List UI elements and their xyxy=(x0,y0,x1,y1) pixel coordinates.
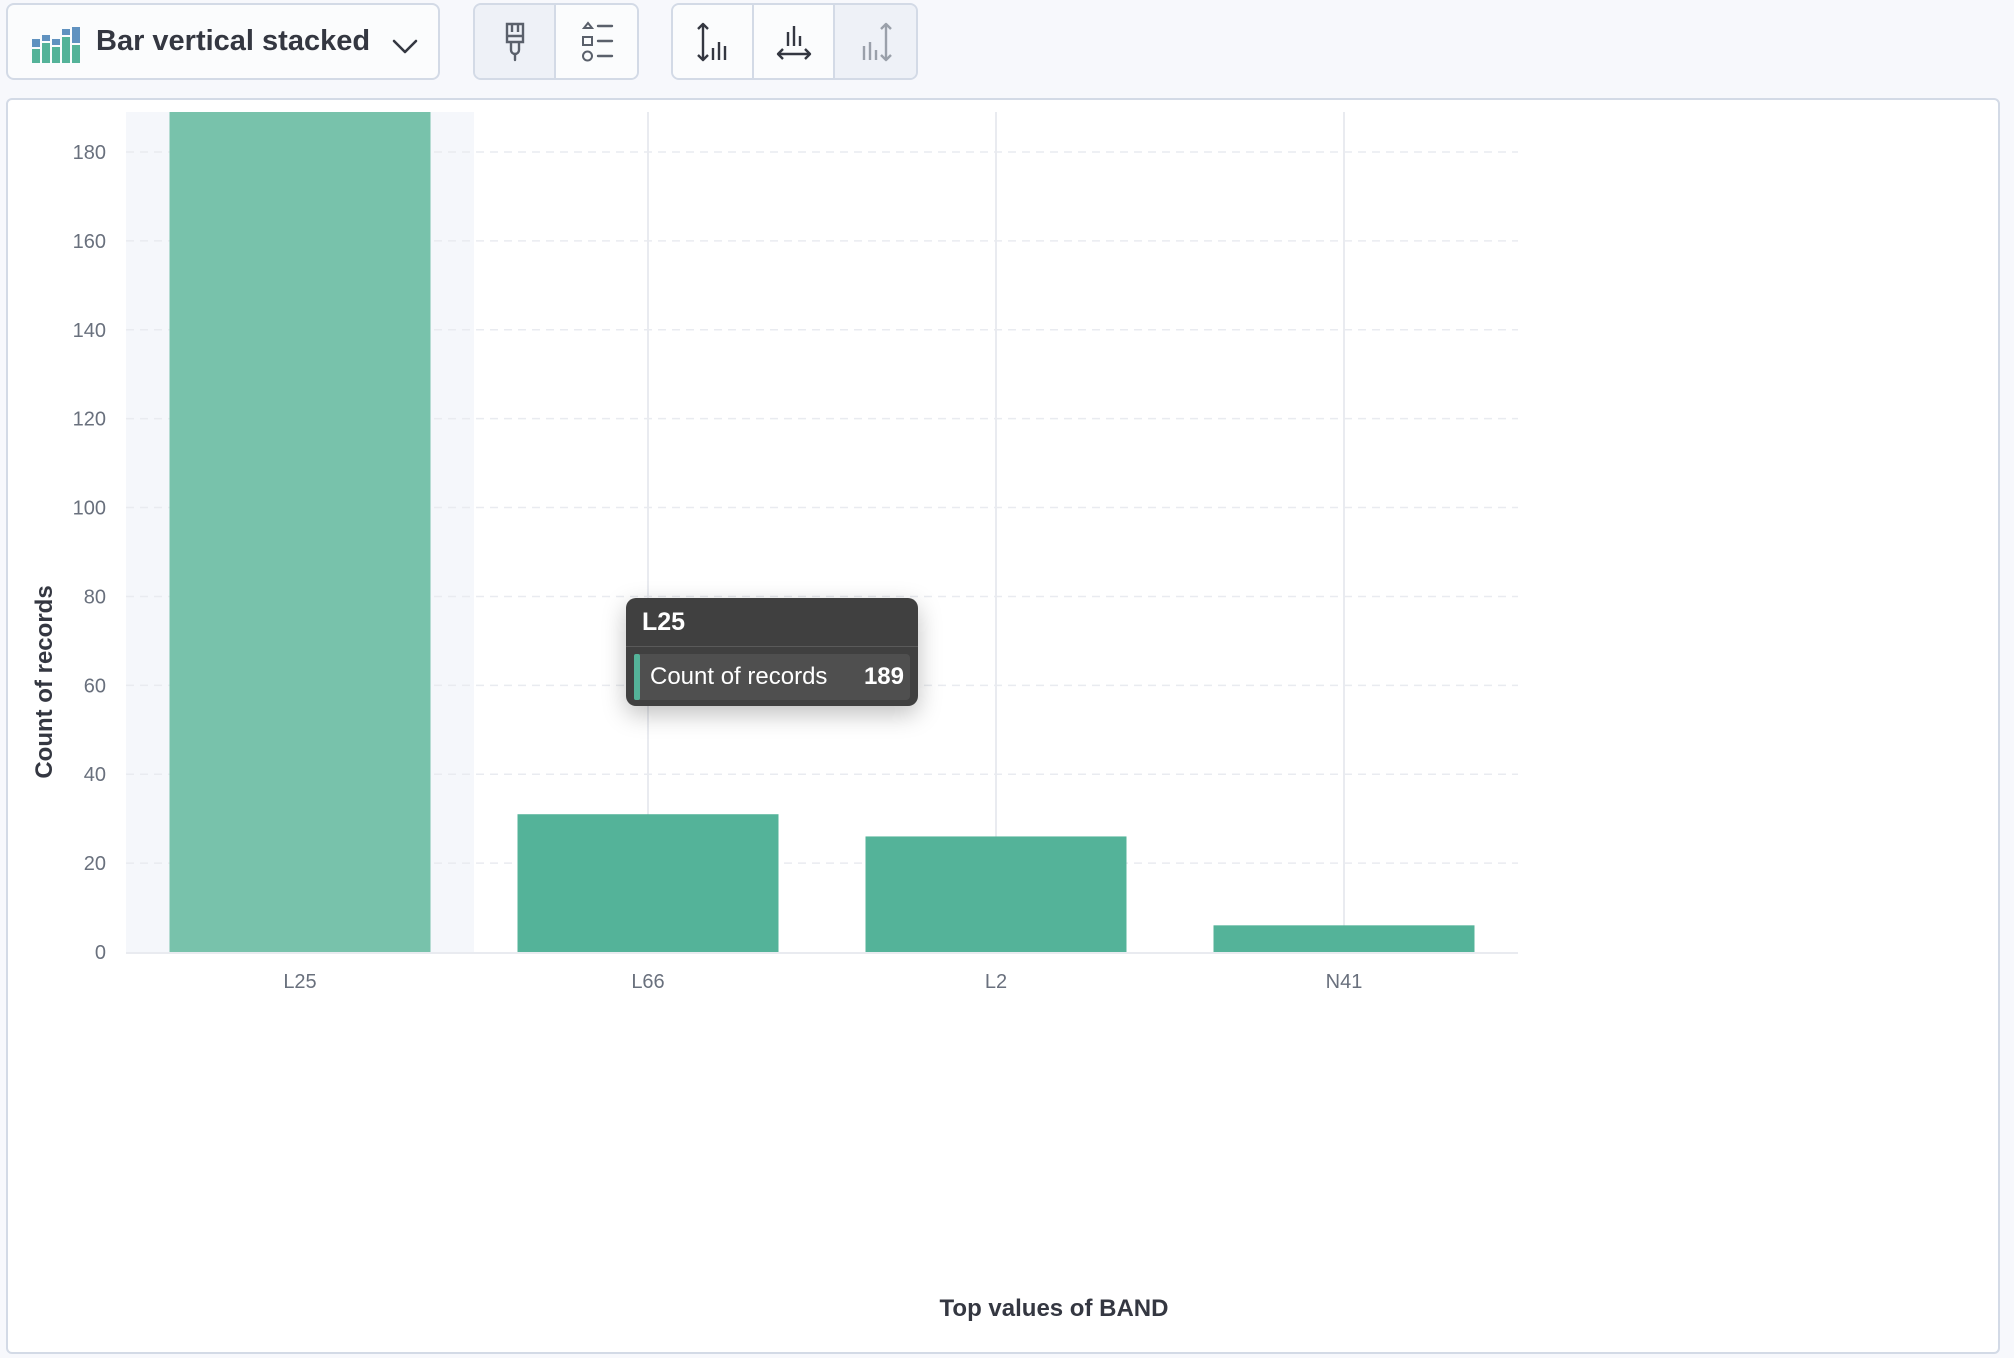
y-tick-label: 20 xyxy=(84,853,106,875)
x-tick-label: N41 xyxy=(1326,971,1363,993)
tooltip-divider xyxy=(626,646,918,647)
left-axis-button[interactable] xyxy=(673,5,754,78)
chevron-down-icon xyxy=(392,39,418,54)
left-axis-icon xyxy=(696,22,726,61)
y-tick-label: 60 xyxy=(84,675,106,697)
legend-list-icon xyxy=(581,20,613,61)
y-tick-label: 180 xyxy=(73,142,106,164)
chart-type-switcher[interactable]: Bar vertical stacked xyxy=(6,3,440,80)
y-axis-title: Count of records xyxy=(31,585,58,778)
bar-l25[interactable] xyxy=(169,112,431,952)
axis-button-group xyxy=(671,3,918,80)
tooltip-value: 189 xyxy=(863,663,904,690)
bottom-axis-button[interactable] xyxy=(754,5,835,78)
paintbrush-icon xyxy=(505,22,524,61)
y-tick-label: 120 xyxy=(73,409,106,431)
tooltip-series-swatch xyxy=(634,654,640,700)
y-tick-label: 100 xyxy=(73,498,106,520)
visual-options-button[interactable] xyxy=(475,5,556,78)
y-tick-label: 160 xyxy=(73,231,106,253)
tooltip-series-label: Count of records xyxy=(650,663,828,690)
appearance-button-group xyxy=(473,3,639,80)
right-axis-icon xyxy=(862,22,892,61)
bar-l66[interactable] xyxy=(517,814,779,952)
right-axis-button[interactable] xyxy=(835,5,916,78)
chart-type-label: Bar vertical stacked xyxy=(96,25,371,57)
chart-panel: 0 20 40 60 80 100 120 140 160 180 L25 L66 L2 N41 Coun… xyxy=(6,98,2000,1354)
y-tick-label: 140 xyxy=(73,320,106,342)
x-tick-label: L2 xyxy=(985,971,1007,993)
bar-n41[interactable] xyxy=(1213,925,1475,952)
x-tick-label: L25 xyxy=(283,971,316,993)
chart-toolbar: Bar vertical stacked xyxy=(0,0,2014,98)
tooltip-header: L25 xyxy=(642,608,686,636)
x-axis-title: Top values of BAND xyxy=(940,1295,1169,1322)
y-tick-label: 80 xyxy=(84,586,106,608)
chart-tooltip: L25 Count of records 189 xyxy=(626,598,918,706)
legend-button[interactable] xyxy=(556,5,637,78)
bar-chart-icon xyxy=(32,27,80,63)
bar-chart[interactable]: 0 20 40 60 80 100 120 140 160 180 L25 L66 L2 N41 Coun… xyxy=(8,100,1998,1352)
tooltip-row: Count of records 189 xyxy=(634,654,910,700)
x-tick-label: L66 xyxy=(631,971,664,993)
bottom-axis-icon xyxy=(776,25,811,60)
bar-l2[interactable] xyxy=(865,836,1127,952)
y-tick-label: 40 xyxy=(84,764,106,786)
y-tick-label: 0 xyxy=(95,942,106,964)
